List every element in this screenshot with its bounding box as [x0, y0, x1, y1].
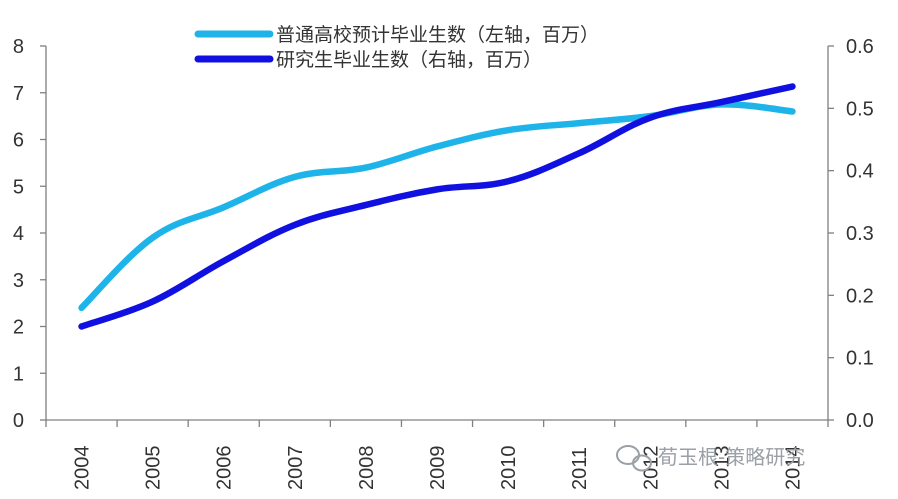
x-tick-label: 2013	[711, 446, 733, 491]
x-tick-label: 2011	[569, 447, 591, 490]
legend-label-graduate: 研究生毕业生数（右轴，百万）	[276, 49, 542, 71]
chart-series	[78, 83, 796, 330]
right-tick-label: 0.5	[846, 98, 874, 120]
left-tick-label: 1	[13, 363, 24, 385]
left-tick-label: 5	[13, 176, 24, 198]
x-tick-label: 2007	[285, 446, 307, 491]
left-tick-label: 8	[13, 36, 24, 58]
x-tick-label: 2009	[427, 446, 449, 491]
x-tick-label: 2014	[782, 446, 804, 491]
chart-legend: 普通高校预计毕业生数（左轴，百万） 研究生毕业生数（右轴，百万）	[194, 24, 599, 71]
right-tick-label: 0.2	[846, 285, 874, 307]
left-tick-label: 2	[13, 317, 24, 339]
wechat-icon	[616, 445, 652, 472]
series-line-college-graduates	[78, 101, 796, 312]
watermark-text: 荀玉根-策略研究	[658, 445, 805, 469]
x-tick-label: 2005	[143, 446, 165, 491]
left-tick-label: 6	[13, 130, 24, 152]
x-tick-label: 2008	[356, 446, 378, 491]
right-tick-label: 0.6	[846, 36, 874, 58]
series-line-graduate-students	[78, 83, 796, 330]
legend-label-college: 普通高校预计毕业生数（左轴，百万）	[276, 24, 599, 46]
right-tick-label: 0.4	[846, 161, 874, 183]
x-tick-label: 2004	[72, 446, 94, 491]
x-tick-label: 2010	[498, 446, 520, 491]
left-tick-label: 7	[13, 83, 24, 105]
right-tick-label: 0.1	[846, 348, 874, 370]
left-tick-label: 0	[13, 410, 24, 432]
chart-axes: 0 1 2 3 4 5 6 7 8 0.0 0.1 0.2 0.3 0.4 0.5 0.6 2004 2005 20…	[13, 36, 874, 490]
x-tick-label: 2006	[214, 446, 236, 491]
left-tick-label: 3	[13, 270, 24, 292]
left-tick-label: 4	[13, 223, 24, 245]
watermark: 荀玉根-策略研究	[616, 445, 805, 472]
right-tick-label: 0.3	[846, 223, 874, 245]
right-tick-label: 0.0	[846, 410, 874, 432]
